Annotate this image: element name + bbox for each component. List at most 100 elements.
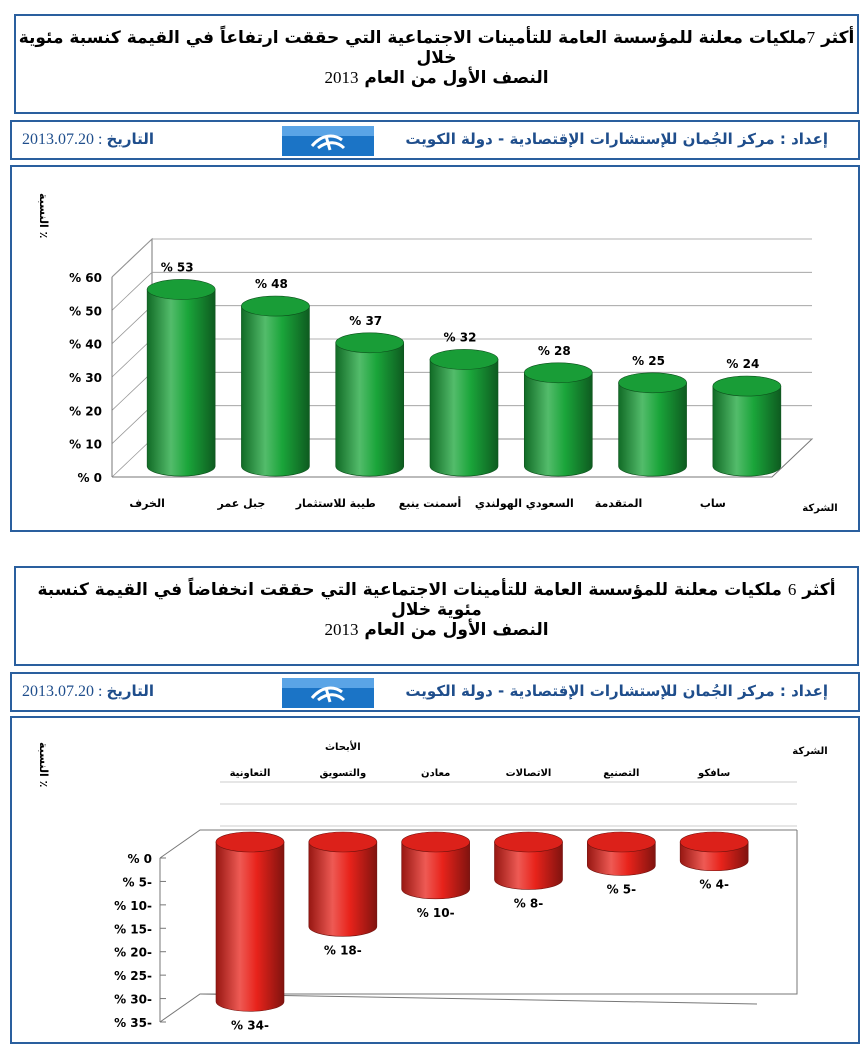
- gridline: [111, 271, 812, 311]
- subtitle-text: النصف الأول من العام: [364, 68, 549, 88]
- bar-3-cap: [429, 349, 499, 370]
- title-prefix: أكثر: [821, 28, 855, 48]
- prepared-label: إعداد: [791, 682, 828, 700]
- x-tick-label: الخرف: [129, 497, 164, 510]
- subtitle-year: 2013: [324, 68, 359, 87]
- prepared-by-text: مركز الجُمان للإستشارات الإقتصادية - دول…: [405, 682, 775, 700]
- bar-1-cap: [308, 831, 378, 853]
- y-tick-label: % 50: [69, 304, 102, 318]
- title-number: 7: [806, 28, 816, 47]
- chart-panel-bottom: % 0 % 5- % 10- % 15- % 20- % 25- % 30- % 35- الن…: [10, 716, 860, 1044]
- info-bar-top: إعداد : مركز الجُمان للإستشارات الإقتصاد…: [10, 120, 860, 160]
- bar-2-cap: [335, 332, 405, 354]
- x-tick-label: جبل عمر: [217, 497, 266, 510]
- y-tick-label: % 20: [69, 404, 102, 418]
- y-tick-label: % 30-: [114, 993, 152, 1007]
- bar-0-body: [215, 841, 285, 1012]
- data-label: % 18-: [324, 943, 362, 957]
- bar-2: [335, 332, 405, 477]
- bar-0: [146, 279, 216, 477]
- plot-top-frame: [159, 829, 797, 859]
- bar-4: [523, 362, 593, 477]
- y-tick-label: % 60: [69, 271, 102, 285]
- chart-panel-top: % 0 % 10 % 20 % 30 % 40 % 50 % 60 النسبة ٪ % 53 ا…: [10, 165, 860, 532]
- title-text: ملكيات معلنة للمؤسسة العامة للتأمينات ال…: [37, 580, 782, 620]
- gridline: [111, 238, 812, 278]
- bar-2-cap: [401, 831, 470, 853]
- y-tick-label: % 30: [69, 371, 102, 385]
- bar-3-body: [494, 841, 563, 890]
- bar-5: [618, 372, 687, 477]
- x-tick-label: ساب: [700, 497, 726, 510]
- x-tick-label: معادن: [421, 768, 450, 779]
- logo-icon: [282, 126, 374, 156]
- bar-0: [215, 831, 285, 1012]
- x-tick-label: السعودي الهولندي: [475, 497, 574, 510]
- x-tick-label: المتقدمة: [595, 497, 643, 510]
- date-value: 2013.07.20: [22, 131, 94, 148]
- chart-subtitle-top: النصف الأول من العام 2013: [16, 68, 857, 88]
- title-box-top: أكثر 7ملكيات معلنة للمؤسسة العامة للتأمي…: [14, 14, 859, 114]
- plot-floor-edge: [199, 993, 758, 1005]
- x-tick-label: التعاونية: [230, 768, 271, 779]
- y-tick-label: % 10: [69, 438, 102, 452]
- y-tick-label: % 0: [77, 471, 102, 485]
- title-box-bottom: أكثر 6 ملكيات معلنة للمؤسسة العامة للتأم…: [14, 566, 859, 666]
- bar-4-cap: [587, 831, 656, 853]
- bar-4-cap: [523, 362, 593, 384]
- y-tick-label: % 5-: [122, 875, 152, 889]
- data-label: % 28: [538, 344, 571, 358]
- bar-2-body: [401, 841, 470, 900]
- bar-0-body: [146, 289, 216, 477]
- plot-bottom-frame: [159, 830, 798, 1023]
- subtitle-text: النصف الأول من العام: [364, 620, 549, 640]
- y-tick-label: % 0: [127, 852, 152, 866]
- bar-3-body: [429, 359, 499, 477]
- bar-6: [712, 375, 782, 477]
- data-label: % 5-: [607, 882, 637, 896]
- data-label: % 4-: [699, 878, 729, 892]
- chart-title-top: أكثر 7ملكيات معلنة للمؤسسة العامة للتأمي…: [16, 28, 857, 68]
- bar-4: [587, 831, 656, 876]
- y-axis-label: النسبة ٪: [37, 742, 50, 787]
- bar-1: [241, 295, 310, 477]
- x-tick-label: الاتصالات: [506, 768, 552, 779]
- date-label: التاريخ: [106, 682, 155, 700]
- x-tick-label: سافكو: [697, 768, 730, 779]
- logo-icon: [282, 678, 374, 708]
- x-tick-label: التصنيع: [603, 768, 639, 779]
- data-label: % 10-: [417, 906, 455, 920]
- report-date: التاريخ : 2013.07.20: [22, 682, 155, 700]
- y-tick-label: % 10-: [114, 899, 152, 913]
- bar-1: [308, 831, 378, 937]
- bar-1-body: [241, 305, 310, 477]
- data-label: % 37: [349, 314, 382, 328]
- x-tick-label: والتسويق: [319, 768, 366, 779]
- data-label: % 48: [255, 277, 288, 291]
- bar-4-body: [523, 372, 593, 477]
- bar-2: [401, 831, 470, 900]
- info-bar-bottom: إعداد : مركز الجُمان للإستشارات الإقتصاد…: [10, 672, 860, 712]
- bar-5-cap: [679, 831, 749, 853]
- data-label: % 32: [444, 330, 477, 344]
- gainers-chart: % 0 % 10 % 20 % 30 % 40 % 50 % 60 النسبة ٪ % 53 ا…: [37, 193, 838, 514]
- chart-subtitle-bottom: النصف الأول من العام 2013: [16, 620, 857, 640]
- bar-5-cap: [618, 372, 687, 394]
- y-tick-label: % 20-: [114, 946, 152, 960]
- y-tick-label: % 40: [69, 338, 102, 352]
- x-axis-label: الشركة: [792, 746, 827, 757]
- data-label: % 8-: [514, 896, 544, 910]
- title-text: ملكيات معلنة للمؤسسة العامة للتأمينات ال…: [18, 28, 807, 68]
- bar-6-body: [712, 385, 782, 477]
- prepared-by: إعداد : مركز الجُمان للإستشارات الإقتصاد…: [405, 682, 828, 700]
- data-label: % 25: [632, 354, 665, 368]
- title-number: 6: [787, 580, 797, 599]
- date-label: التاريخ: [106, 130, 155, 148]
- bar-0-cap: [146, 279, 216, 300]
- bar-3: [429, 349, 499, 477]
- bar-3: [494, 831, 563, 890]
- bar-2-body: [335, 342, 405, 477]
- bar-6-cap: [712, 375, 782, 397]
- x-tick-label: طيبة للاستثمار: [295, 497, 376, 510]
- data-label: % 34-: [231, 1018, 269, 1032]
